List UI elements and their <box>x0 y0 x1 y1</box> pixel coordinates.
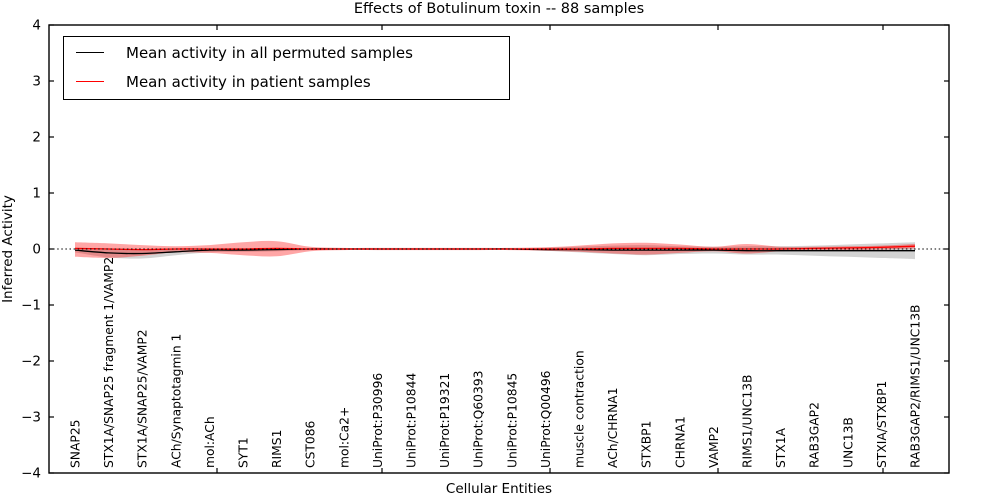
patient-mean-line <box>74 245 916 251</box>
legend-item-patient: Mean activity in patient samples <box>64 68 509 95</box>
x-category-label: UniProt:Q00496 <box>539 370 553 468</box>
svg-text:2: 2 <box>32 130 41 146</box>
patient-line-swatch <box>76 81 104 82</box>
x-category-label: UniProt:P19321 <box>438 373 452 468</box>
x-category-label: SNAP25 <box>69 420 83 468</box>
y-axis-label: Inferred Activity <box>0 195 16 303</box>
svg-text:4: 4 <box>32 18 41 34</box>
svg-text:0: 0 <box>32 242 41 258</box>
legend-item-permuted: Mean activity in all permuted samples <box>64 39 509 66</box>
x-category-label: STX1A/SNAP25 fragment 1/VAMP2 <box>102 257 116 468</box>
x-category-label: UniProt:Q60393 <box>472 371 486 468</box>
x-category-label: RAB3GAP2/RIMS1/UNC13B <box>909 305 923 468</box>
x-axis-label: Cellular Entities <box>445 481 553 497</box>
svg-text:−2: −2 <box>21 354 41 370</box>
y-ticks: 4 3 2 1 0 −1 −2 −3 −4 <box>21 18 949 482</box>
svg-text:−4: −4 <box>21 466 41 482</box>
x-ticks <box>216 25 884 473</box>
svg-text:−1: −1 <box>21 298 41 314</box>
permuted-line-swatch <box>76 52 104 53</box>
x-category-label: STXIA/STXBP1 <box>875 381 889 468</box>
x-category-label: RIMS1/UNC13B <box>741 375 755 468</box>
x-category-label: UniProt:P30996 <box>371 373 385 468</box>
svg-text:3: 3 <box>32 74 41 90</box>
x-category-label: ACh/CHRNA1 <box>606 387 620 468</box>
x-category-label: CST086 <box>304 420 318 468</box>
x-category-label: CHRNA1 <box>673 416 687 468</box>
x-category-labels: SNAP25 STX1A/SNAP25 fragment 1/VAMP2 STX1A… <box>69 257 923 468</box>
chart-title: Effects of Botulinum toxin -- 88 samples <box>353 1 645 17</box>
legend-label-permuted: Mean activity in all permuted samples <box>126 43 413 62</box>
x-category-label: STX1A/SNAP25/VAMP2 <box>136 329 150 468</box>
x-category-label: mol:Ca2+ <box>337 407 351 468</box>
x-category-label: STX1A <box>774 427 788 468</box>
x-category-label: STXBP1 <box>640 421 654 468</box>
svg-text:−3: −3 <box>21 410 41 426</box>
x-category-label: SYT1 <box>237 437 251 468</box>
x-category-label: RAB3GAP2 <box>808 402 822 468</box>
x-category-label: ACh/Synaptotagmin 1 <box>169 334 183 468</box>
x-category-label: UNC13B <box>841 417 855 468</box>
x-category-label: VAMP2 <box>707 426 721 468</box>
x-category-label: UniProt:P10845 <box>505 373 519 468</box>
svg-text:1: 1 <box>32 186 41 202</box>
x-category-label: muscle contraction <box>573 350 587 468</box>
x-category-label: mol:ACh <box>203 416 217 468</box>
x-category-label: UniProt:P10844 <box>405 373 419 468</box>
legend: Mean activity in all permuted samples Me… <box>63 36 510 100</box>
legend-label-patient: Mean activity in patient samples <box>126 72 371 91</box>
x-category-label: RIMS1 <box>270 430 284 468</box>
